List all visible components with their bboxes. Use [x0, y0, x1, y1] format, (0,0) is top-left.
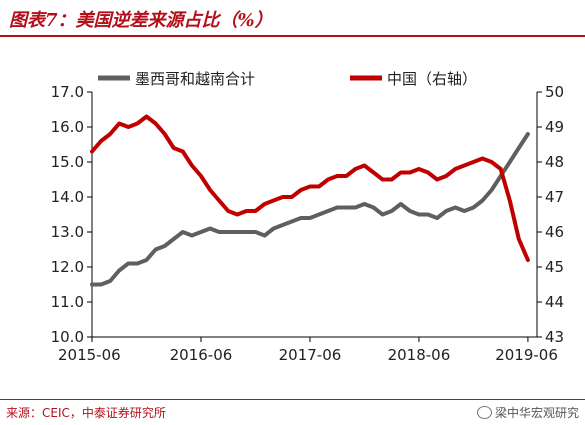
footer-divider — [0, 399, 585, 400]
x-tick-label: 2016-06 — [170, 346, 233, 364]
right-y-tick-label: 48 — [545, 153, 564, 171]
series-line-china — [90, 114, 530, 262]
x-tick-labels: 2015-06 2016-06 2017-06 2018-06 2019-06 — [58, 337, 558, 364]
right-y-tick-label: 46 — [545, 223, 564, 241]
x-tick-label: 2018-06 — [388, 346, 451, 364]
x-tick-label: 2017-06 — [279, 346, 342, 364]
wechat-icon — [476, 406, 492, 419]
legend-label-china: 中国（右轴） — [387, 70, 477, 88]
line-chart: 墨西哥和越南合计 中国（右轴） 17.0 16.0 15.0 14.0 13.0 12.0… — [51, 70, 565, 364]
x-tick-label: 2019-06 — [495, 346, 558, 364]
title-divider — [0, 35, 585, 37]
right-y-tick-label: 43 — [545, 328, 564, 346]
watermark: 梁中华宏观研究 — [476, 404, 579, 421]
figure-title: 图表7：美国逆差来源占比（%） — [9, 10, 273, 31]
source-note: 来源：CEIC，中泰证券研究所 — [6, 406, 166, 420]
left-y-tick-label: 15.0 — [51, 153, 84, 171]
left-y-tick-label: 13.0 — [51, 223, 84, 241]
left-y-tick-label: 10.0 — [51, 328, 84, 346]
right-y-tick-label: 44 — [545, 293, 564, 311]
left-y-tick-label: 12.0 — [51, 258, 84, 276]
right-y-tick-label: 45 — [545, 258, 564, 276]
right-y-tick-label: 50 — [545, 83, 564, 101]
legend-label-mexico-vietnam: 墨西哥和越南合计 — [135, 70, 255, 88]
left-y-tick-label: 11.0 — [51, 293, 84, 311]
chart-legend: 墨西哥和越南合计 中国（右轴） — [98, 70, 477, 88]
left-y-tick-label: 16.0 — [51, 118, 84, 136]
left-y-tick-label: 17.0 — [51, 83, 84, 101]
right-y-tick-labels: 50 49 48 47 46 45 44 43 — [537, 83, 564, 346]
left-y-tick-labels: 17.0 16.0 15.0 14.0 13.0 12.0 11.0 10.0 — [51, 83, 92, 346]
x-tick-label: 2015-06 — [58, 346, 121, 364]
series-layer — [90, 114, 530, 287]
series-line-mexico-vietnam — [90, 132, 530, 287]
right-y-tick-label: 47 — [545, 188, 564, 206]
watermark-text: 梁中华宏观研究 — [494, 406, 579, 420]
left-y-tick-label: 14.0 — [51, 188, 84, 206]
right-y-tick-label: 49 — [545, 118, 564, 136]
